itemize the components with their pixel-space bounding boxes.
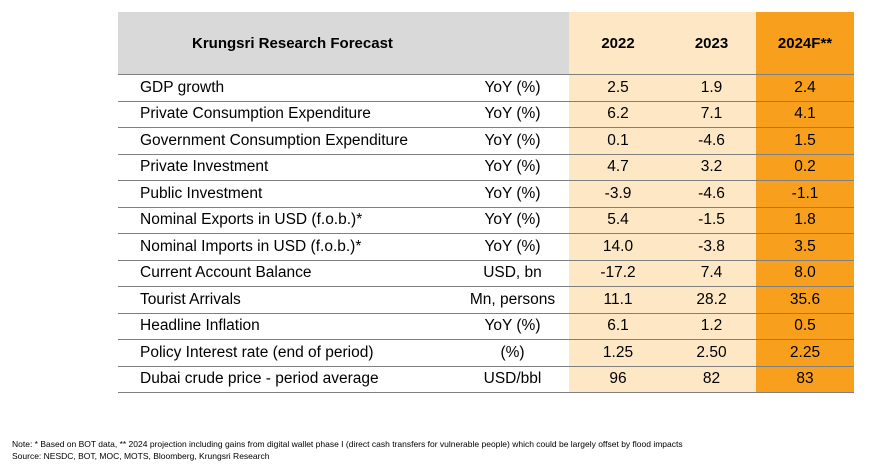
- value-2024f: 4.1: [756, 101, 855, 128]
- table-row: Policy Interest rate (end of period) (%) 1…: [118, 339, 855, 367]
- table-header-row: Krungsri Research Forecast 2022 2023 202…: [118, 12, 855, 75]
- table-row: Government Consumption Expenditure YoY (%…: [118, 127, 855, 155]
- year-header-2022: 2022: [569, 12, 668, 75]
- table-row: Headline Inflation YoY (%) 6.1 1.2 0.5: [118, 313, 855, 340]
- value-2024f: 3.5: [756, 233, 855, 261]
- value-2022: 2.5: [569, 74, 668, 102]
- row-unit: YoY (%): [456, 313, 570, 340]
- value-2023: 1.9: [667, 74, 757, 102]
- row-unit: YoY (%): [456, 233, 570, 261]
- row-label: Private Investment: [118, 154, 456, 181]
- table-body: GDP growth YoY (%) 2.5 1.9 2.4 Private Consum…: [118, 74, 855, 393]
- value-2023: 3.2: [667, 154, 757, 181]
- value-2023: 2.50: [667, 339, 757, 367]
- value-2023: 82: [667, 366, 757, 393]
- value-2022: 0.1: [569, 127, 668, 155]
- value-2023: -4.6: [667, 127, 757, 155]
- value-2024f: 1.5: [756, 127, 855, 155]
- value-2024f: 2.25: [756, 339, 855, 367]
- table-row: GDP growth YoY (%) 2.5 1.9 2.4: [118, 74, 855, 102]
- value-2024f: -1.1: [756, 180, 855, 208]
- row-unit: YoY (%): [456, 127, 570, 155]
- value-2024f: 1.8: [756, 207, 855, 234]
- row-label: Current Account Balance: [118, 260, 456, 287]
- row-unit: YoY (%): [456, 207, 570, 234]
- value-2022: 96: [569, 366, 668, 393]
- table-title: Krungsri Research Forecast: [118, 12, 570, 75]
- value-2023: 1.2: [667, 313, 757, 340]
- row-unit: USD/bbl: [456, 366, 570, 393]
- row-label: Nominal Imports in USD (f.o.b.)*: [118, 233, 456, 261]
- value-2024f: 0.5: [756, 313, 855, 340]
- table-row: Private Investment YoY (%) 4.7 3.2 0.2: [118, 154, 855, 181]
- table-row: Dubai crude price - period average USD/bb…: [118, 366, 855, 393]
- value-2024f: 83: [756, 366, 855, 393]
- value-2024f: 8.0: [756, 260, 855, 287]
- year-header-2023: 2023: [667, 12, 757, 75]
- row-unit: YoY (%): [456, 101, 570, 128]
- value-2022: 1.25: [569, 339, 668, 367]
- value-2023: -4.6: [667, 180, 757, 208]
- footnote-source: Source: NESDC, BOT, MOC, MOTS, Bloomberg…: [12, 451, 270, 461]
- value-2022: -3.9: [569, 180, 668, 208]
- row-label: GDP growth: [118, 74, 456, 102]
- table-row: Public Investment YoY (%) -3.9 -4.6 -1.1: [118, 180, 855, 208]
- value-2023: 28.2: [667, 286, 757, 314]
- table-row: Nominal Exports in USD (f.o.b.)* YoY (%) 5…: [118, 207, 855, 234]
- table-row: Nominal Imports in USD (f.o.b.)* YoY (%) 1…: [118, 233, 855, 261]
- value-2024f: 0.2: [756, 154, 855, 181]
- footnote-note: Note: * Based on BOT data, ** 2024 proje…: [12, 439, 683, 449]
- footnotes: Note: * Based on BOT data, ** 2024 proje…: [12, 438, 683, 462]
- value-2024f: 35.6: [756, 286, 855, 314]
- row-label: Nominal Exports in USD (f.o.b.)*: [118, 207, 456, 234]
- row-label: Government Consumption Expenditure: [118, 127, 456, 155]
- row-label: Tourist Arrivals: [118, 286, 456, 314]
- value-2023: -3.8: [667, 233, 757, 261]
- row-unit: Mn, persons: [456, 286, 570, 314]
- year-header-2024f: 2024F**: [756, 12, 855, 75]
- value-2024f: 2.4: [756, 74, 855, 102]
- value-2022: -17.2: [569, 260, 668, 287]
- value-2022: 11.1: [569, 286, 668, 314]
- row-label: Private Consumption Expenditure: [118, 101, 456, 128]
- table-row: Private Consumption Expenditure YoY (%) 6.…: [118, 101, 855, 128]
- row-unit: YoY (%): [456, 180, 570, 208]
- row-label: Public Investment: [118, 180, 456, 208]
- value-2022: 6.1: [569, 313, 668, 340]
- row-unit: YoY (%): [456, 74, 570, 102]
- value-2023: -1.5: [667, 207, 757, 234]
- row-unit: (%): [456, 339, 570, 367]
- value-2023: 7.4: [667, 260, 757, 287]
- table-row: Current Account Balance USD, bn -17.2 7.4 8.…: [118, 260, 855, 287]
- row-label: Headline Inflation: [118, 313, 456, 340]
- value-2022: 5.4: [569, 207, 668, 234]
- table-row: Tourist Arrivals Mn, persons 11.1 28.2 35.6: [118, 286, 855, 314]
- row-label: Policy Interest rate (end of period): [118, 339, 456, 367]
- forecast-table-container: Krungsri Research Forecast 2022 2023 202…: [118, 12, 855, 393]
- value-2022: 4.7: [569, 154, 668, 181]
- row-unit: YoY (%): [456, 154, 570, 181]
- row-unit: USD, bn: [456, 260, 570, 287]
- value-2023: 7.1: [667, 101, 757, 128]
- value-2022: 6.2: [569, 101, 668, 128]
- forecast-table: Krungsri Research Forecast 2022 2023 202…: [118, 12, 855, 393]
- row-label: Dubai crude price - period average: [118, 366, 456, 393]
- value-2022: 14.0: [569, 233, 668, 261]
